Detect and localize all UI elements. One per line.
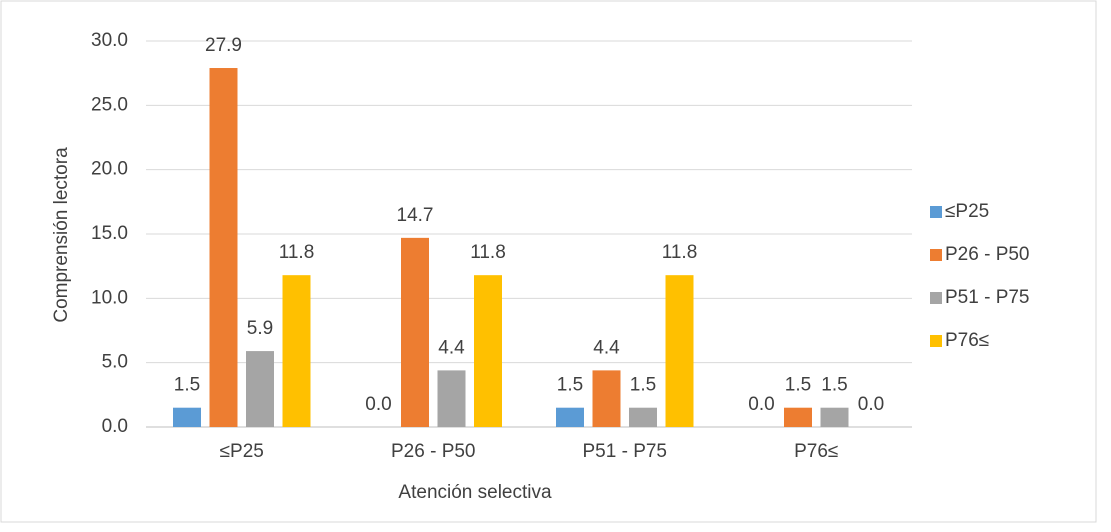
- value-label: 11.8: [279, 242, 315, 263]
- x-tick-label: P51 - P75: [583, 441, 668, 462]
- legend-swatch: [930, 206, 942, 218]
- y-tick-label: 0.0: [102, 416, 128, 437]
- x-axis-title: Atención selectiva: [398, 482, 552, 503]
- legend-label: P76≤: [945, 330, 989, 351]
- bar: [556, 407, 584, 427]
- value-label: 0.0: [748, 394, 774, 415]
- y-axis-title: Comprensión lectora: [51, 147, 72, 323]
- bar: [209, 68, 238, 428]
- x-tick-label: P76≤: [794, 441, 838, 462]
- x-tick-label: P26 - P50: [391, 441, 476, 462]
- y-tick-label: 10.0: [91, 287, 128, 308]
- value-label: 5.9: [247, 318, 273, 339]
- legend-label: ≤P25: [945, 201, 989, 222]
- value-label: 1.5: [557, 375, 583, 396]
- bar: [401, 237, 429, 427]
- value-label: 0.0: [858, 394, 884, 415]
- bar: [784, 407, 812, 427]
- bar: [629, 407, 657, 427]
- y-tick-label: 5.0: [102, 352, 128, 373]
- x-tick-label: ≤P25: [220, 441, 264, 462]
- value-label: 1.5: [785, 375, 811, 396]
- value-label: 1.5: [630, 375, 656, 396]
- legend-label: P51 - P75: [945, 287, 1030, 308]
- bar: [437, 370, 466, 427]
- value-label: 4.4: [438, 337, 465, 358]
- value-label: 4.4: [593, 337, 620, 358]
- value-label: 27.9: [205, 35, 242, 56]
- y-tick-label: 30.0: [91, 30, 128, 51]
- bar: [474, 275, 502, 427]
- value-label: 11.8: [662, 242, 698, 263]
- y-tick-label: 20.0: [91, 159, 128, 180]
- value-label: 11.8: [470, 242, 506, 263]
- value-label: 1.5: [821, 375, 847, 396]
- legend-label: P26 - P50: [945, 244, 1030, 265]
- bar: [282, 275, 311, 427]
- chart-frame: [0, 0, 1097, 523]
- value-label: 1.5: [174, 375, 200, 396]
- bar: [820, 407, 849, 427]
- bar: [246, 351, 274, 427]
- bar: [665, 275, 694, 427]
- y-tick-label: 25.0: [91, 94, 128, 115]
- legend-swatch: [930, 292, 942, 304]
- value-label: 14.7: [397, 205, 434, 226]
- bar: [592, 370, 621, 427]
- bar: [173, 407, 201, 427]
- legend-swatch: [930, 249, 942, 261]
- legend-swatch: [930, 335, 942, 347]
- value-label: 0.0: [365, 394, 391, 415]
- y-tick-label: 15.0: [91, 223, 128, 244]
